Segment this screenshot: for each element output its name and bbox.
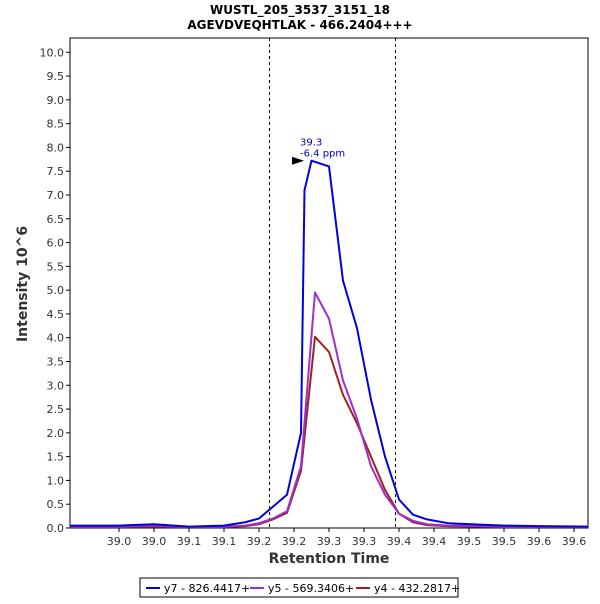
y-tick-label: 7.0 [47,189,65,202]
legend: y7 - 826.4417+ y5 - 569.3406+ y4 - 432.281… [139,577,460,598]
annotation-ppm: -6.4 ppm [300,149,345,160]
y-axis-ticks: 0.0 0.5 1.0 1.5 2.0 2.5 3.0 3.5 4.0 4.5 5.0 5.5 6.0 6… [40,46,70,535]
x-tick-label: 39.3 [352,535,377,548]
y-tick-label: 6.5 [47,213,65,226]
annotation-rt: 39.3 [300,138,322,149]
y-tick-label: 7.5 [47,165,65,178]
series-line [70,159,589,528]
y-tick-label: 0.0 [47,522,65,535]
y-tick-label: 3.0 [47,379,65,392]
y-tick-label: 4.5 [47,308,65,321]
y-tick-label: 6.0 [47,237,65,250]
y-axis-label: Intensity 10^6 [15,226,31,342]
x-tick-label: 39.2 [282,535,307,548]
x-tick-label: 39.1 [177,535,202,548]
legend-label: y5 - 569.3406+ [268,582,354,595]
y-tick-label: 10.0 [40,46,65,59]
x-axis-ticks: 39.0 39.0 39.1 39.1 39.2 39.2 39.3 39.3 39.4 39.4… [107,528,587,548]
peak-marker-arrow [292,156,304,165]
series-group [70,159,589,528]
x-tick-label: 39.5 [457,535,482,548]
y-tick-label: 4.0 [47,332,65,345]
y-tick-label: 8.5 [47,118,65,131]
x-tick-label: 39.2 [247,535,272,548]
y-tick-label: 8.0 [47,141,65,154]
y-tick-label: 9.0 [47,94,65,107]
chart-subtitle: AGEVDVEQHTLAK - 466.2404+++ [187,18,412,32]
y-tick-label: 0.5 [47,498,65,511]
y-tick-label: 1.5 [47,451,65,464]
y-tick-label: 1.0 [47,474,65,487]
y-tick-label: 3.5 [47,355,65,368]
y-tick-label: 9.5 [47,70,65,83]
x-tick-label: 39.3 [317,535,342,548]
plot-area [69,37,589,529]
x-tick-label: 39.4 [422,535,447,548]
y-tick-label: 2.0 [47,427,65,440]
y-tick-label: 2.5 [47,403,65,416]
peak-boundaries [269,38,396,528]
y-tick-label: 5.5 [47,260,65,273]
peak-annotation: 39.3 -6.4 ppm [292,138,345,165]
x-axis-label: Retention Time [269,551,390,567]
x-tick-label: 39.6 [562,535,587,548]
x-tick-label: 39.1 [212,535,237,548]
legend-label: y4 - 432.2817+ [374,582,460,595]
x-tick-label: 39.5 [492,535,517,548]
x-tick-label: 39.0 [107,535,132,548]
x-tick-label: 39.0 [142,535,167,548]
x-tick-label: 39.4 [387,535,412,548]
legend-box [139,577,459,598]
legend-label: y7 - 826.4417+ [164,582,250,595]
x-tick-label: 39.6 [527,535,552,548]
y-tick-label: 5.0 [47,284,65,297]
chart-title: WUSTL_205_3537_3151_18 [210,3,390,18]
